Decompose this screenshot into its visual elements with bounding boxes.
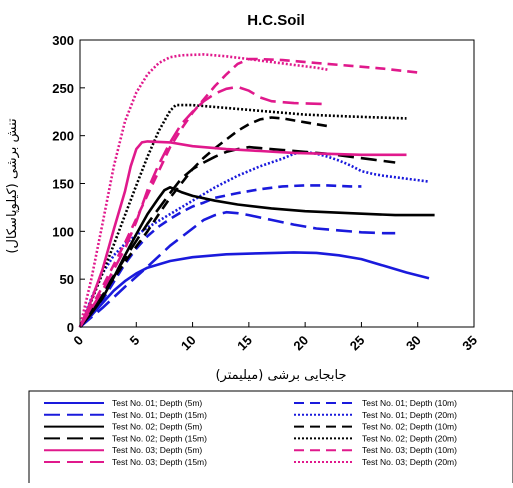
legend-label-9: Test No. 03; Depth (5m) bbox=[112, 445, 202, 455]
x-tick-label: 30 bbox=[403, 333, 424, 354]
legend: Test No. 01; Depth (5m) Test No. 01; Dept… bbox=[28, 390, 513, 486]
legend-label-6: Test No. 02; Depth (10m) bbox=[362, 422, 457, 432]
x-tick-label: 35 bbox=[459, 333, 480, 354]
legend-label-7: Test No. 02; Depth (15m) bbox=[112, 433, 207, 443]
y-tick-label: 250 bbox=[52, 81, 74, 96]
series-line-8 bbox=[78, 103, 407, 328]
y-tick-label: 100 bbox=[52, 224, 74, 239]
legend-label-11: Test No. 03; Depth (15m) bbox=[112, 457, 207, 467]
series-line-3 bbox=[79, 210, 396, 328]
legend-label-8: Test No. 02; Depth (20m) bbox=[362, 433, 457, 443]
series-line-12 bbox=[78, 53, 328, 328]
series-line-5 bbox=[79, 186, 435, 328]
legend-label-2: Test No. 01; Depth (10m) bbox=[362, 398, 457, 408]
series-line-10 bbox=[78, 57, 418, 328]
series-line-11 bbox=[78, 85, 328, 328]
legend-label-4: Test No. 01; Depth (20m) bbox=[362, 410, 457, 420]
series-line-1 bbox=[79, 251, 430, 328]
legend-label-1: Test No. 01; Depth (5m) bbox=[112, 398, 202, 408]
legend-label-5: Test No. 02; Depth (5m) bbox=[112, 422, 202, 432]
x-tick-label: 10 bbox=[178, 333, 199, 354]
legend-label-3: Test No. 01; Depth (15m) bbox=[112, 410, 207, 420]
y-axis-label: تنش برشی (کیلوپاسکال) bbox=[5, 118, 20, 254]
series-line-2 bbox=[79, 184, 362, 328]
series-line-9 bbox=[78, 140, 407, 328]
y-tick-label: 50 bbox=[60, 272, 74, 287]
legend-label-10: Test No. 03; Depth (10m) bbox=[362, 445, 457, 455]
chart-title: H.C.Soil bbox=[247, 12, 305, 29]
legend-box bbox=[28, 390, 513, 486]
x-tick-label: 5 bbox=[127, 333, 143, 349]
x-tick-label: 25 bbox=[347, 333, 368, 354]
y-tick-label: 200 bbox=[52, 129, 74, 144]
x-axis-label: جابجایی برشی (میلیمتر) bbox=[215, 368, 346, 383]
plot-area-frame bbox=[79, 39, 475, 328]
y-tick-label: 0 bbox=[67, 320, 74, 335]
x-tick-label: 0 bbox=[70, 333, 86, 349]
x-tick-label: 15 bbox=[234, 333, 255, 354]
series-line-6 bbox=[78, 116, 328, 328]
y-tick-label: 150 bbox=[52, 177, 74, 192]
y-tick-label: 300 bbox=[52, 33, 74, 48]
legend-label-12: Test No. 03; Depth (20m) bbox=[362, 457, 457, 467]
series-line-4 bbox=[78, 150, 430, 328]
x-tick-label: 20 bbox=[290, 333, 311, 354]
